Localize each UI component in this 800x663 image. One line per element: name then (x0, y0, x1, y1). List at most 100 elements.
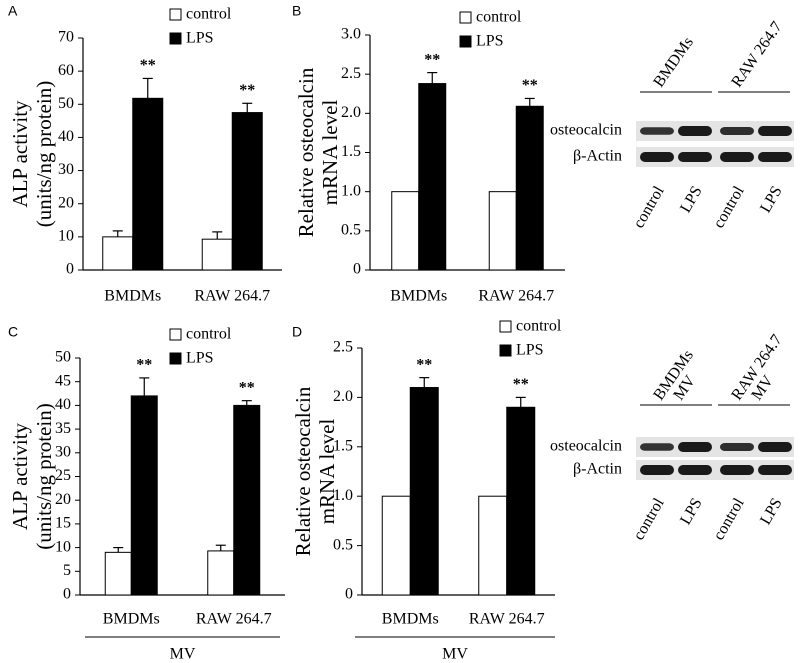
significance: ** (140, 57, 156, 74)
y-axis-label: Relative osteocalcin (294, 67, 318, 237)
y-tick-label: 0.5 (333, 536, 353, 553)
legend-label: control (186, 6, 232, 23)
error-bar (215, 544, 226, 551)
panel-letter: C (8, 324, 18, 340)
legend-label: control (476, 9, 522, 26)
bar (488, 191, 517, 271)
y-tick-label: 70 (58, 29, 74, 46)
y-tick-label: 5 (63, 562, 71, 579)
lane-label: control (710, 495, 748, 543)
y-tick-label: 25 (55, 467, 71, 484)
significance: ** (522, 77, 538, 94)
legend-label: LPS (186, 30, 214, 47)
y-tick-label: 0 (66, 261, 74, 278)
legend-label: LPS (516, 342, 544, 359)
legend-swatch (169, 8, 182, 21)
band (758, 442, 792, 452)
significance: ** (424, 51, 440, 68)
lane-label: control (630, 495, 668, 543)
bar (381, 495, 411, 596)
bar (233, 404, 261, 596)
bar (207, 550, 235, 596)
error-bar (515, 396, 526, 408)
y-tick-label: 0 (353, 261, 361, 278)
band (758, 152, 792, 162)
band (640, 127, 674, 135)
y-tick-label: 0.5 (341, 222, 361, 239)
row-label: β-Actin (573, 461, 622, 478)
band (758, 126, 792, 136)
y-tick-label: 1.5 (333, 437, 353, 454)
error-bar (242, 102, 253, 113)
y-tick-label: 10 (55, 538, 71, 555)
band (640, 465, 674, 475)
y-tick-label: 1.0 (341, 182, 361, 199)
error-bar (112, 230, 123, 237)
y-tick-label: 60 (58, 62, 74, 79)
band (720, 127, 754, 135)
y-tick-label: 3.0 (341, 26, 361, 43)
y-tick-label: 50 (55, 349, 71, 366)
bar (515, 105, 544, 271)
row-label: osteocalcin (550, 122, 622, 139)
panel-letter: D (292, 324, 302, 340)
y-axis-label: mRNA level (315, 419, 339, 525)
y-axis-label: mRNA level (318, 100, 342, 206)
x-tick-label: BMDMs (382, 611, 439, 628)
y-axis-label: (units/ng protein) (32, 403, 56, 549)
y-axis-label: (units/ng protein) (32, 81, 56, 227)
band (678, 126, 712, 136)
error-bar (139, 377, 150, 396)
x-tick-label: RAW 264.7 (478, 288, 554, 305)
error-bar (427, 71, 438, 84)
legend-swatch (459, 11, 472, 24)
lane-label: control (630, 183, 668, 231)
legend-label: control (186, 326, 232, 343)
bar (391, 191, 420, 271)
row-label: β-Actin (573, 148, 622, 165)
y-tick-label: 30 (55, 443, 71, 460)
band (720, 152, 754, 162)
x-axis-label: MV (442, 646, 468, 663)
blot-background (636, 121, 794, 141)
bar (506, 406, 536, 596)
lane-label: control (710, 183, 748, 231)
bar (478, 495, 508, 596)
error-bar (142, 77, 153, 99)
y-tick-label: 40 (58, 128, 74, 145)
band (720, 443, 754, 451)
lane-label: LPS (757, 183, 786, 215)
legend-swatch (499, 344, 512, 357)
y-tick-label: 2.0 (333, 388, 353, 405)
y-tick-label: 20 (55, 491, 71, 508)
legend-swatch (169, 352, 182, 365)
y-axis-label: ALP activity (8, 100, 32, 208)
row-label: osteocalcin (550, 438, 622, 455)
bar (102, 236, 134, 271)
significance: ** (239, 82, 255, 99)
y-tick-label: 45 (55, 372, 71, 389)
y-tick-label: 0 (63, 586, 71, 603)
x-tick-label: RAW 264.7 (194, 288, 270, 305)
lane-label: LPS (677, 183, 706, 215)
error-bar (212, 231, 223, 240)
blot-background (636, 147, 794, 167)
group-label: BMDMs (650, 34, 697, 90)
y-tick-label: 15 (55, 515, 71, 532)
bar (132, 97, 164, 271)
error-bar (241, 400, 252, 406)
y-axis-label: Relative osteocalcin (291, 386, 315, 556)
y-axis-label: ALP activity (8, 422, 32, 530)
band (678, 152, 712, 162)
bar (104, 551, 132, 596)
y-tick-label: 30 (58, 161, 74, 178)
x-tick-label: BMDMs (104, 288, 161, 305)
blot-background (636, 437, 794, 457)
bar (409, 387, 439, 596)
y-tick-label: 2.0 (341, 104, 361, 121)
significance: ** (239, 379, 255, 396)
blot-background (636, 460, 794, 480)
lane-label: LPS (677, 495, 706, 527)
legend-swatch (169, 32, 182, 45)
